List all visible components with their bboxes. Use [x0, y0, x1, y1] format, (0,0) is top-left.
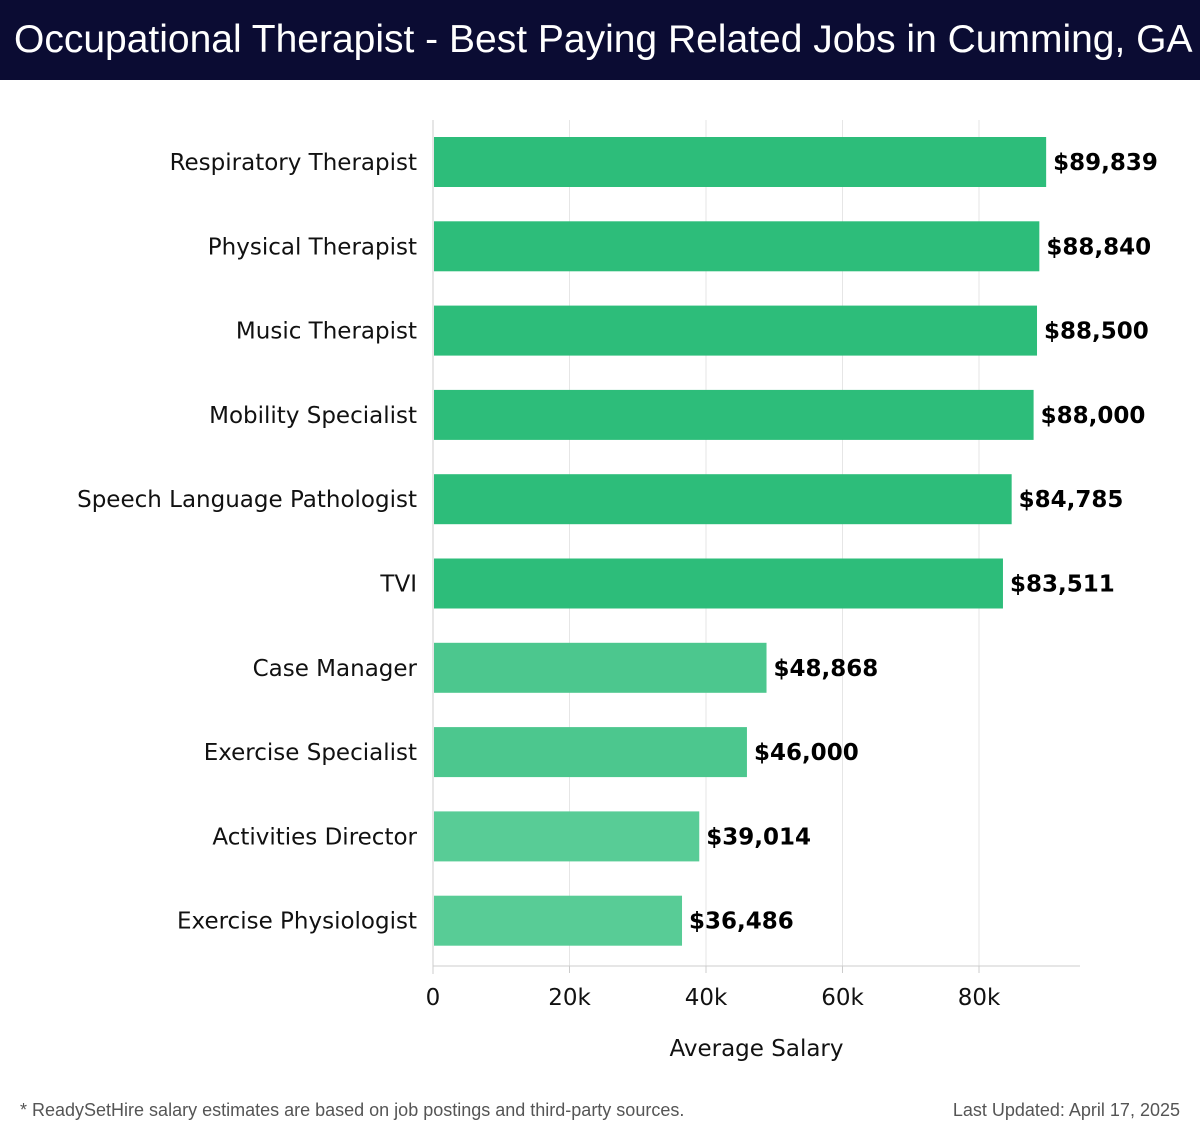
value-label: $48,868 [774, 656, 879, 682]
x-tick-label: 20k [548, 985, 591, 1011]
category-label: Speech Language Pathologist [77, 487, 417, 513]
category-label: Case Manager [253, 656, 418, 682]
value-label: $88,000 [1041, 403, 1146, 429]
bar [434, 727, 747, 778]
value-label: $36,486 [689, 909, 794, 935]
value-label: $46,000 [754, 740, 859, 766]
category-label: Respiratory Therapist [170, 150, 417, 176]
value-label: $89,839 [1053, 150, 1158, 176]
x-tick-label: 40k [685, 985, 728, 1011]
bar [434, 389, 1034, 440]
value-label: $39,014 [706, 824, 811, 850]
x-tick-label: 80k [958, 985, 1001, 1011]
value-label: $88,840 [1046, 234, 1151, 260]
page-title: Occupational Therapist - Best Paying Rel… [0, 0, 1200, 80]
bar [434, 474, 1012, 525]
x-tick-label: 60k [821, 985, 864, 1011]
category-label: TVI [379, 572, 417, 598]
x-axis-label: Average Salary [669, 1036, 843, 1062]
bar [434, 642, 767, 693]
bar [434, 811, 700, 862]
category-label: Physical Therapist [208, 234, 417, 260]
value-label: $83,511 [1010, 572, 1115, 598]
value-label: $84,785 [1019, 487, 1124, 513]
bar [434, 221, 1040, 272]
bar [434, 305, 1038, 356]
category-label: Mobility Specialist [209, 403, 417, 429]
bar [434, 137, 1047, 187]
last-updated: Last Updated: April 17, 2025 [952, 1100, 1180, 1120]
footnote: * ReadySetHire salary estimates are base… [20, 1100, 685, 1120]
x-tick-label: 0 [426, 985, 441, 1011]
category-label: Activities Director [212, 824, 417, 850]
category-label: Exercise Physiologist [177, 909, 417, 935]
category-label: Exercise Specialist [204, 740, 417, 766]
bar [434, 558, 1003, 609]
value-label: $88,500 [1044, 319, 1149, 345]
category-label: Music Therapist [236, 319, 417, 345]
bar-chart: Respiratory Therapist $89,839 Physical The… [77, 120, 1158, 1062]
bar [434, 895, 683, 946]
